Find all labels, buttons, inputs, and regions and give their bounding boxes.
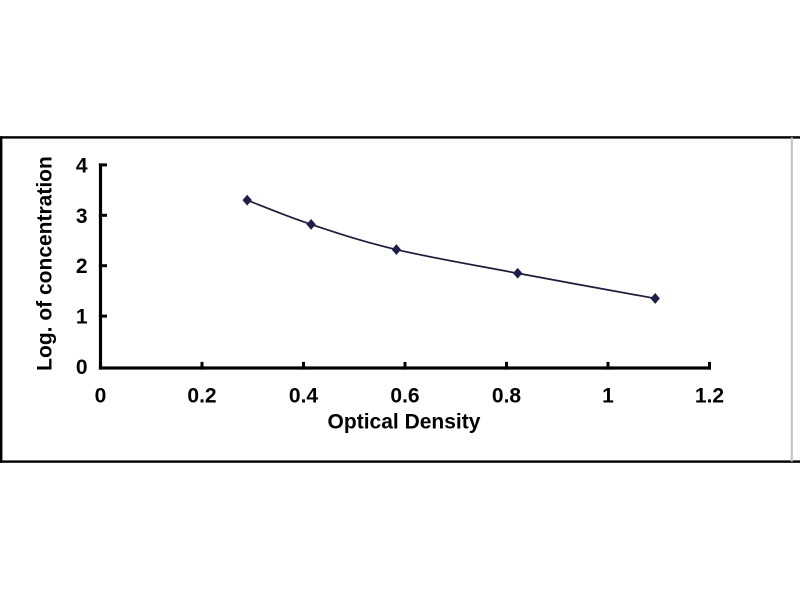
plot-frame xyxy=(0,136,800,463)
y-tick-label: 1 xyxy=(76,306,88,329)
standard-curve-series xyxy=(242,194,660,304)
y-tick-mark xyxy=(98,264,107,268)
frame-bottom-border xyxy=(0,460,800,463)
y-tick-label: 4 xyxy=(76,154,88,177)
x-tick-label: 0 xyxy=(95,385,107,408)
y-axis-title: Log. of concentration xyxy=(34,156,57,371)
y-tick-labels: 0 1 2 3 4 xyxy=(76,154,88,379)
x-tick-label: 1.2 xyxy=(695,385,724,408)
x-tick-mark xyxy=(403,361,407,370)
data-point-marker xyxy=(306,218,316,230)
y-tick-label: 2 xyxy=(76,255,88,278)
x-tick-mark xyxy=(200,361,204,370)
data-point-marker xyxy=(512,267,523,279)
x-tick-label: 0.2 xyxy=(187,385,216,408)
data-point-marker xyxy=(391,244,402,255)
x-tick-mark xyxy=(505,361,508,370)
data-point-marker xyxy=(650,293,660,304)
y-tick-mark xyxy=(98,314,107,318)
x-tick-mark xyxy=(708,361,711,370)
frame-left-border xyxy=(0,136,3,463)
x-axis-title: Optical Density xyxy=(328,411,481,434)
x-tick-label: 0.4 xyxy=(289,385,319,408)
x-tick-mark xyxy=(606,361,610,370)
frame-top-border xyxy=(0,136,800,139)
x-tick-label: 0.6 xyxy=(390,385,419,408)
axes xyxy=(98,163,711,370)
series-line xyxy=(246,199,656,300)
x-tick-mark xyxy=(302,361,305,370)
x-tick-label: 0.8 xyxy=(492,385,522,408)
y-tick-mark xyxy=(98,163,107,167)
y-tick-label: 3 xyxy=(76,205,88,228)
y-tick-label: 0 xyxy=(76,356,88,379)
y-tick-mark xyxy=(98,213,107,217)
data-point-marker xyxy=(242,194,252,206)
x-tick-labels: 0 0.2 0.4 0.6 0.8 1 1.2 xyxy=(95,385,724,408)
x-tick-label: 1 xyxy=(602,385,614,408)
frame-right-border xyxy=(790,137,793,462)
